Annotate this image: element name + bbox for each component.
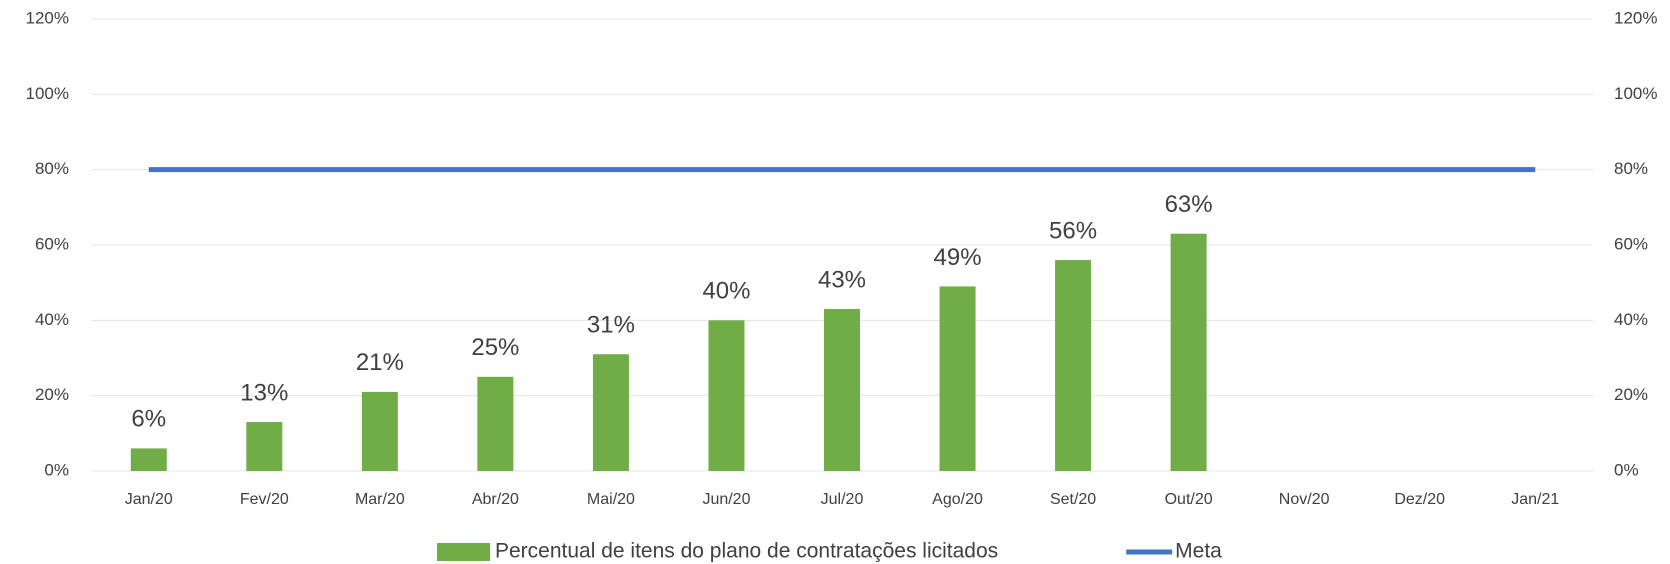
bar — [824, 309, 860, 471]
data-label: 56% — [1049, 217, 1097, 244]
bar — [939, 286, 976, 471]
x-tick-label: Mai/20 — [587, 491, 635, 508]
y2-tick-label: 0% — [1614, 460, 1639, 479]
y-tick-label: 20% — [35, 385, 69, 404]
x-tick-label: Fev/20 — [240, 491, 289, 508]
y-tick-label: 0% — [44, 460, 69, 479]
bar — [1170, 233, 1207, 471]
data-label: 13% — [240, 379, 288, 406]
y2-tick-label: 60% — [1614, 234, 1648, 253]
bar — [361, 391, 398, 471]
x-tick-label: Ago/20 — [932, 491, 983, 508]
y2-tick-label: 20% — [1614, 385, 1648, 404]
x-tick-label: Abr/20 — [472, 491, 519, 508]
y2-tick-label: 120% — [1614, 8, 1657, 27]
x-tick-label: Jun/20 — [702, 491, 750, 508]
bar — [130, 448, 167, 471]
bar — [1055, 260, 1092, 471]
y-tick-label: 120% — [26, 8, 69, 27]
x-tick-label: Mar/20 — [355, 491, 405, 508]
x-tick-label: Set/20 — [1050, 491, 1096, 508]
y2-tick-label: 40% — [1614, 310, 1648, 329]
bar — [477, 376, 514, 471]
data-label: 31% — [587, 312, 635, 339]
data-label: 6% — [131, 406, 166, 433]
x-tick-label: Dez/20 — [1394, 491, 1445, 508]
y-tick-label: 80% — [35, 159, 69, 178]
y-tick-label: 40% — [35, 310, 69, 329]
legend-label: Meta — [1175, 540, 1222, 563]
bar — [592, 354, 629, 471]
data-label: 25% — [471, 334, 519, 361]
x-tick-label: Nov/20 — [1279, 491, 1330, 508]
legend-label: Percentual de itens do plano de contrata… — [495, 540, 998, 563]
y-tick-label: 60% — [35, 234, 69, 253]
data-label: 63% — [1165, 191, 1213, 218]
y2-tick-label: 100% — [1614, 84, 1657, 103]
data-label: 21% — [356, 349, 404, 376]
x-tick-label: Out/20 — [1165, 491, 1213, 508]
y2-tick-label: 80% — [1614, 159, 1648, 178]
data-label: 43% — [818, 266, 866, 293]
x-tick-label: Jul/20 — [821, 491, 864, 508]
data-label: 49% — [934, 244, 982, 271]
bar — [708, 320, 745, 471]
legend-swatch — [437, 543, 490, 561]
x-tick-label: Jan/20 — [125, 491, 173, 508]
data-label: 40% — [702, 278, 750, 305]
bar — [246, 422, 283, 471]
x-tick-label: Jan/21 — [1511, 491, 1559, 508]
y-tick-label: 100% — [26, 84, 69, 103]
